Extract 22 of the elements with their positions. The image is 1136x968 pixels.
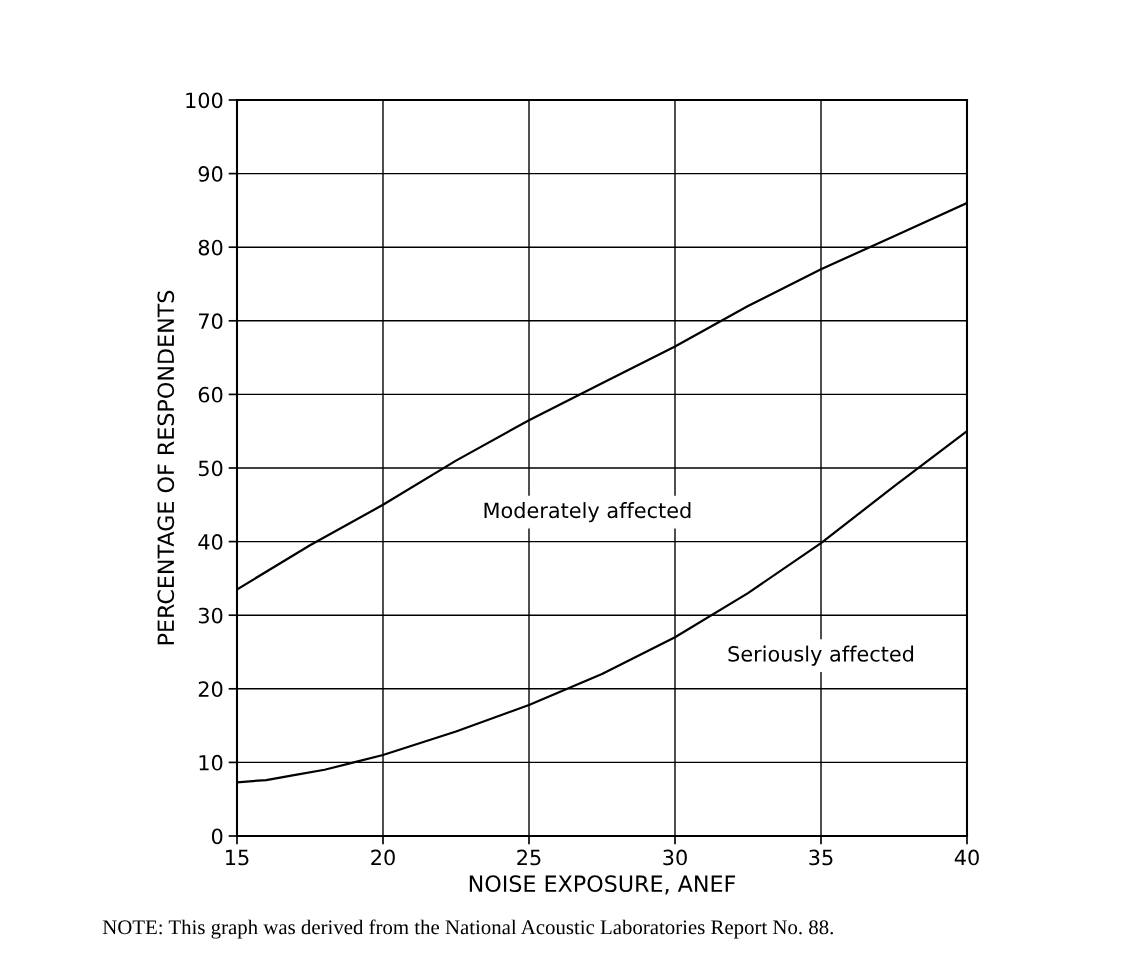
y-tick-label: 0 (211, 828, 223, 845)
x-tick-label: 35 (809, 849, 833, 866)
y-tick-label: 50 (198, 460, 223, 477)
text: Moderately affected (484, 502, 691, 523)
y-tick-label: 10 (199, 754, 223, 771)
x-tick-label: 20 (371, 849, 395, 866)
x-tick-label: 15 (226, 849, 249, 866)
y-tick-label: 60 (198, 386, 223, 403)
y-tick-label: 80 (198, 239, 223, 256)
y-tick-label: 20 (198, 681, 223, 698)
y-tick-label: 90 (198, 166, 223, 182)
y-axis-title: PERCENTAGE OF RESPONDENTS (157, 290, 175, 645)
y-tick-label: 70 (199, 313, 223, 330)
y-tick-label: 40 (198, 534, 223, 550)
x-tick-label: 25 (517, 849, 541, 866)
x-axis-title: NOISE EXPOSURE, ANEF (469, 875, 736, 895)
y-tick-label: 100 (186, 92, 223, 109)
x-tick-label: 40 (954, 849, 979, 866)
x-tick-label: 30 (663, 849, 687, 866)
y-tick-label: 30 (198, 607, 223, 624)
series-label: Seriously affected (728, 645, 914, 666)
text: NOTE: This graph was derived from the National Acoustic Laboratories Report No. 88. (102, 919, 833, 939)
